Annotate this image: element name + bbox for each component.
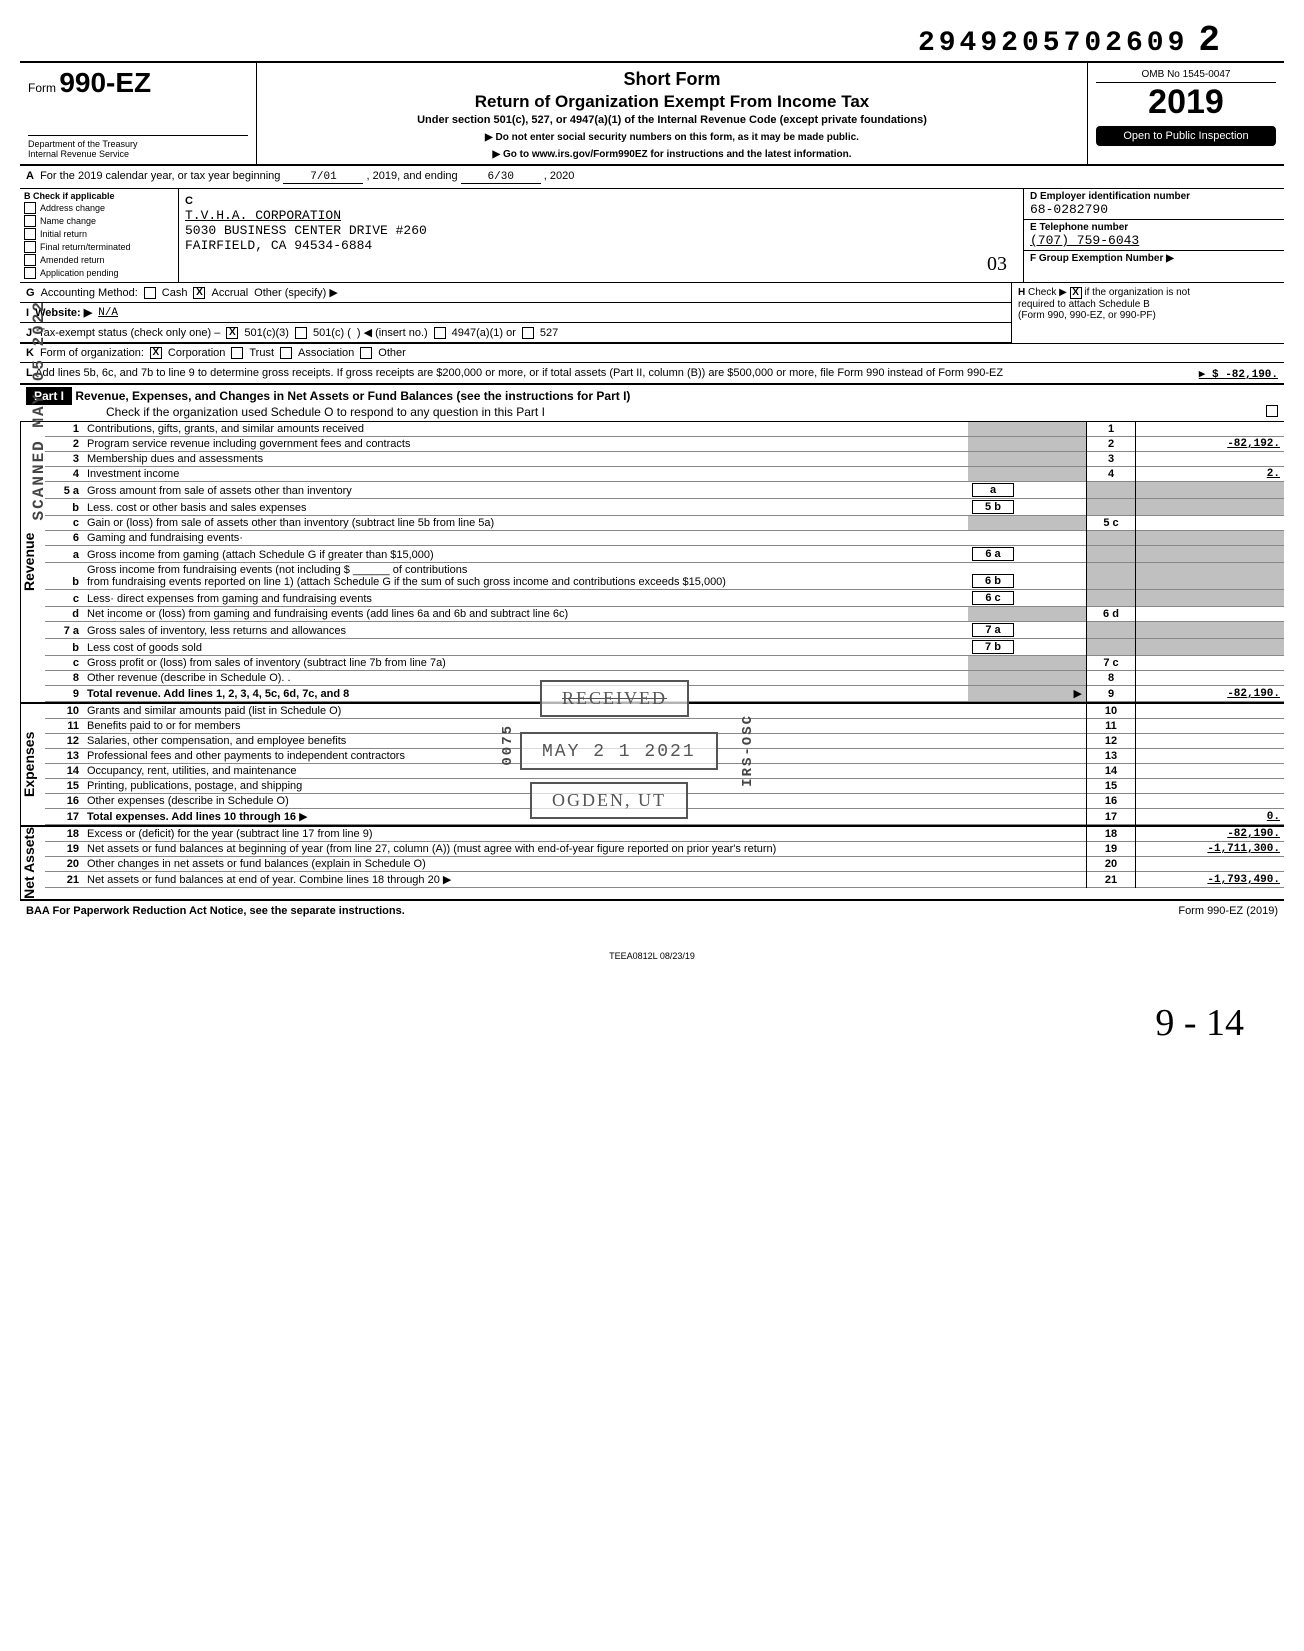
org-addr1: 5030 BUSINESS CENTER DRIVE #260 — [185, 223, 427, 238]
chk-other-org[interactable] — [360, 347, 372, 359]
line-2-amt: -82,192. — [1136, 437, 1285, 452]
teea-code: TEEA0812L 08/23/19 — [20, 951, 1284, 961]
part-1-header: Part I Revenue, Expenses, and Changes in… — [20, 385, 1284, 422]
line-j-tax-status: J Tax-exempt status (check only one) – X… — [20, 323, 1011, 343]
chk-4947[interactable] — [434, 327, 446, 339]
period-end: 6/30 — [461, 171, 541, 184]
chk-cash[interactable] — [144, 287, 156, 299]
line-a-tax-period: A For the 2019 calendar year, or tax yea… — [20, 166, 1284, 189]
warning-url: ▶ Go to www.irs.gov/Form990EZ for instru… — [265, 149, 1079, 160]
footer: BAA For Paperwork Reduction Act Notice, … — [20, 901, 1284, 921]
document-stamp: 2949205702609 2 — [20, 20, 1284, 61]
chk-address-change[interactable] — [24, 202, 36, 214]
chk-final-return[interactable] — [24, 241, 36, 253]
chk-schedule-o[interactable] — [1266, 405, 1278, 417]
revenue-section: Revenue 1Contributions, gifts, grants, a… — [20, 422, 1284, 704]
col-c-name-address: C T.V.H.A. CORPORATION 5030 BUSINESS CEN… — [179, 189, 1024, 282]
line-19-amt: -1,711,300. — [1136, 842, 1285, 857]
line-k-form-org: K Form of organization: XCorporation Tru… — [20, 344, 1284, 363]
baa-notice: BAA For Paperwork Reduction Act Notice, … — [26, 905, 405, 917]
org-addr2: FAIRFIELD, CA 94534-6884 — [185, 238, 372, 253]
tax-year: 2019 — [1096, 83, 1276, 122]
chk-corporation[interactable]: X — [150, 347, 162, 359]
org-name: T.V.H.A. CORPORATION — [185, 208, 341, 223]
title-short-form: Short Form — [265, 69, 1079, 90]
expenses-section: Expenses 10Grants and similar amounts pa… — [20, 704, 1284, 827]
initials: 03 — [185, 253, 1017, 276]
net-assets-section: Net Assets 18Excess or (deficit) for the… — [20, 827, 1284, 901]
website-val: N/A — [98, 307, 118, 319]
phone: (707) 759-6043 — [1030, 233, 1139, 248]
chk-association[interactable] — [280, 347, 292, 359]
line-l-gross-receipts: L Add lines 5b, 6c, and 7b to line 9 to … — [20, 363, 1284, 385]
received-stamp: RECEIVED — [540, 680, 689, 717]
irs-osc-stamp: IRS-OSC — [740, 714, 756, 787]
chk-pending[interactable] — [24, 267, 36, 279]
signature: 9 - 14 — [20, 1001, 1284, 1045]
form-number: Form 990-EZ — [28, 67, 248, 99]
chk-accrual[interactable]: X — [193, 287, 205, 299]
chk-name-change[interactable] — [24, 215, 36, 227]
stamp-number: 2949205702609 — [918, 28, 1188, 59]
chk-501c[interactable] — [295, 327, 307, 339]
chk-no-schedule-b[interactable]: X — [1070, 287, 1082, 299]
col-d-e-f: D Employer identification number68-02827… — [1024, 189, 1284, 282]
scanned-stamp: SCANNED MAY 05 2022 — [30, 300, 48, 520]
line-21-amt: -1,793,490. — [1136, 872, 1285, 888]
chk-501c3[interactable]: X — [226, 327, 238, 339]
chk-amended[interactable] — [24, 254, 36, 266]
subtitle: Under section 501(c), 527, or 4947(a)(1)… — [265, 114, 1079, 126]
chk-initial-return[interactable] — [24, 228, 36, 240]
public-inspection-badge: Open to Public Inspection — [1096, 126, 1276, 146]
line-4-amt: 2. — [1136, 467, 1285, 482]
line-18-amt: -82,190. — [1136, 827, 1285, 842]
dept-label: Department of the Treasury Internal Reve… — [28, 135, 248, 160]
period-begin: 7/01 — [283, 171, 363, 184]
chk-527[interactable] — [522, 327, 534, 339]
title-return: Return of Organization Exempt From Incom… — [265, 92, 1079, 112]
ogden-stamp: OGDEN, UT — [530, 782, 688, 819]
ein: 68-0282790 — [1030, 202, 1108, 217]
omb-number: OMB No 1545-0047 — [1096, 67, 1276, 83]
line-9-amt: -82,190. — [1136, 686, 1285, 702]
chk-trust[interactable] — [231, 347, 243, 359]
entity-info-grid: B Check if applicable Address change Nam… — [20, 189, 1284, 283]
line-17-amt: 0. — [1136, 809, 1285, 825]
line-g-accounting: G Accounting Method: Cash XAccrual Other… — [20, 283, 1011, 303]
date-stamp: MAY 2 1 2021 — [520, 732, 718, 770]
line-i-website: I Website: ▶ N/A — [20, 303, 1011, 323]
form-footer: Form 990-EZ (2019) — [1178, 905, 1278, 917]
warning-ssn: ▶ Do not enter social security numbers o… — [265, 132, 1079, 143]
stamp-suffix: 2 — [1198, 20, 1224, 61]
net-assets-label: Net Assets — [20, 827, 45, 899]
form-header: Form 990-EZ Department of the Treasury I… — [20, 61, 1284, 166]
expenses-label: Expenses — [20, 704, 45, 825]
gross-receipts-amt: -82,190. — [1225, 369, 1278, 381]
col-b-checkboxes: B Check if applicable Address change Nam… — [20, 189, 179, 282]
code-stamp: 0075 — [500, 724, 516, 766]
line-h-schedule-b: H Check ▶ X if the organization is not r… — [1011, 283, 1284, 343]
